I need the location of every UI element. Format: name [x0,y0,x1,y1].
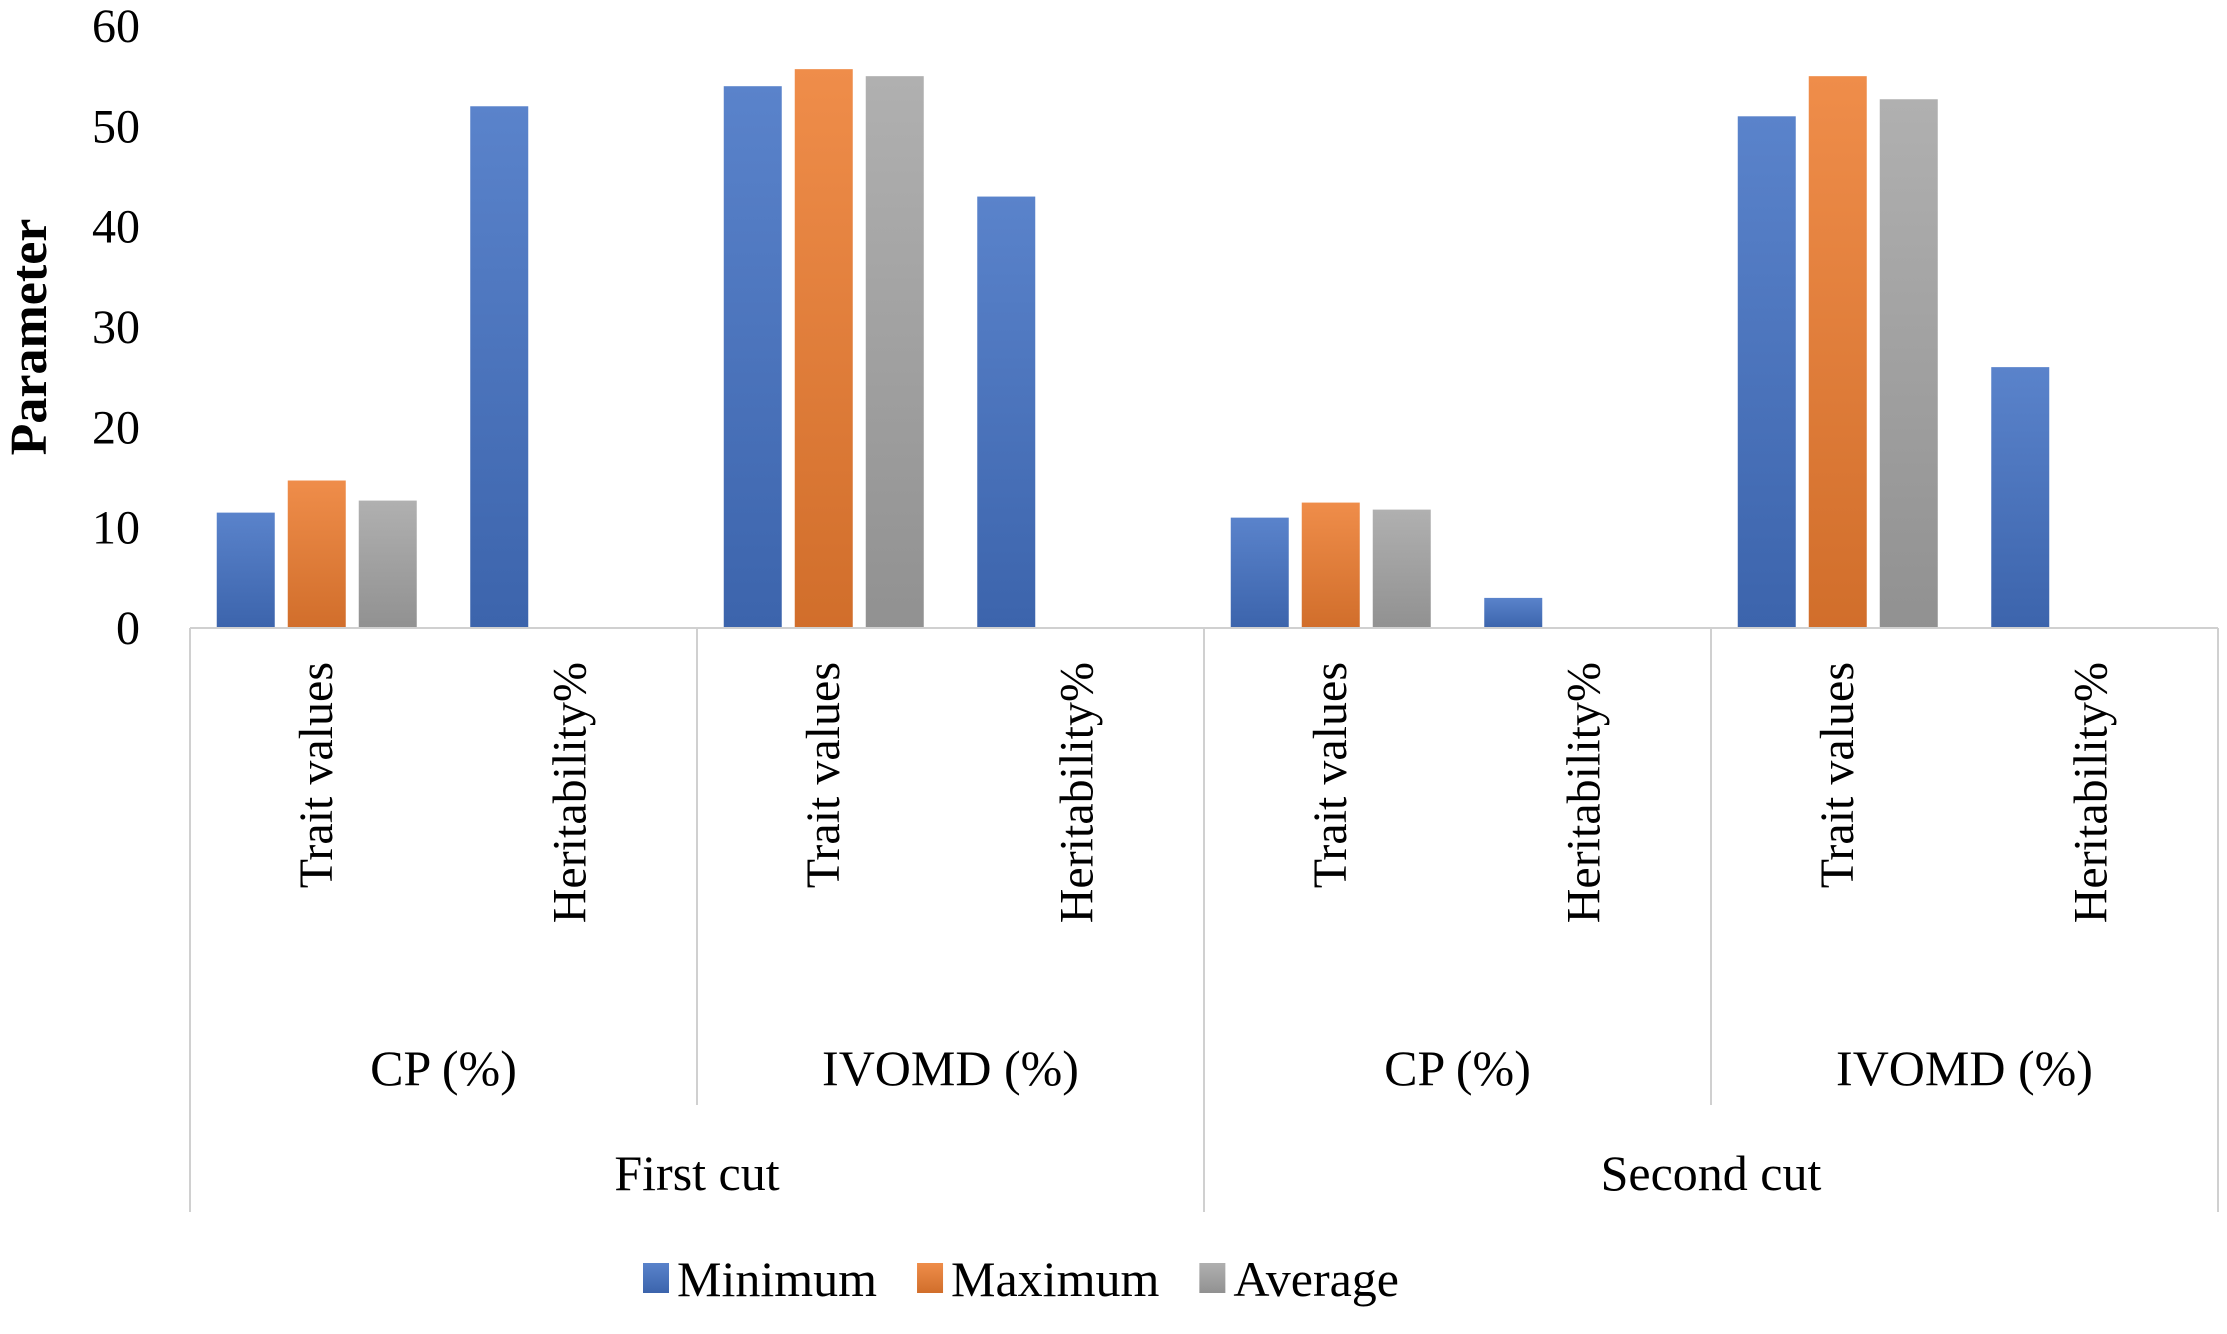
middle-group-label: CP (%) [370,1040,517,1096]
category-label: Trait values [1304,662,1357,888]
bar-maximum-6 [1808,76,1867,628]
category-label: Heritability% [1557,662,1610,923]
category-label: Heritability% [2064,662,2117,923]
bar-minimum-0 [216,512,275,628]
category-label: Heritability% [1050,662,1103,923]
legend-label-average: Average [1233,1251,1399,1307]
bar-minimum-6 [1737,116,1796,629]
bar-average-2 [865,76,924,628]
category-label: Trait values [797,662,850,888]
bar-minimum-4 [1230,517,1289,628]
y-tick-label: 30 [92,301,140,354]
legend-swatch-average [1199,1263,1226,1293]
bar-minimum-5 [1484,597,1543,628]
y-tick-label: 0 [116,602,140,655]
axis-labels: 0 10 20 30 40 50 60 Parameter Trait values Herita… [1,0,2117,1201]
bar-average-6 [1879,99,1938,628]
bar-maximum-4 [1301,502,1360,628]
y-tick-label: 20 [92,401,140,454]
bar-minimum-1 [470,106,529,629]
outer-group-label: Second cut [1601,1145,1822,1201]
bar-minimum-7 [1991,367,2050,628]
bar-area [216,69,2050,629]
axes [189,627,2219,1212]
y-tick-label: 40 [92,201,140,254]
y-axis-title: Parameter [1,219,58,456]
category-label: Trait values [1811,662,1864,888]
middle-group-label: IVOMD (%) [1836,1040,2093,1096]
bar-maximum-0 [287,480,346,628]
bar-minimum-2 [723,86,782,628]
bar-average-0 [358,500,417,628]
legend-label-maximum: Maximum [951,1251,1159,1307]
category-label: Heritability% [543,662,596,923]
bar-maximum-2 [794,69,853,629]
category-label: Trait values [290,662,343,888]
y-tick-label: 50 [92,100,140,153]
bar-average-4 [1372,509,1431,628]
middle-group-label: CP (%) [1384,1040,1531,1096]
legend: Minimum Maximum Average [643,1251,1399,1307]
legend-label-minimum: Minimum [677,1251,877,1307]
outer-group-label: First cut [614,1145,779,1201]
y-tick-label: 60 [92,0,140,53]
legend-swatch-minimum [643,1263,669,1293]
y-tick-label: 10 [92,502,140,555]
bar-minimum-3 [977,196,1036,629]
legend-swatch-maximum [917,1263,944,1293]
middle-group-label: IVOMD (%) [822,1040,1079,1096]
